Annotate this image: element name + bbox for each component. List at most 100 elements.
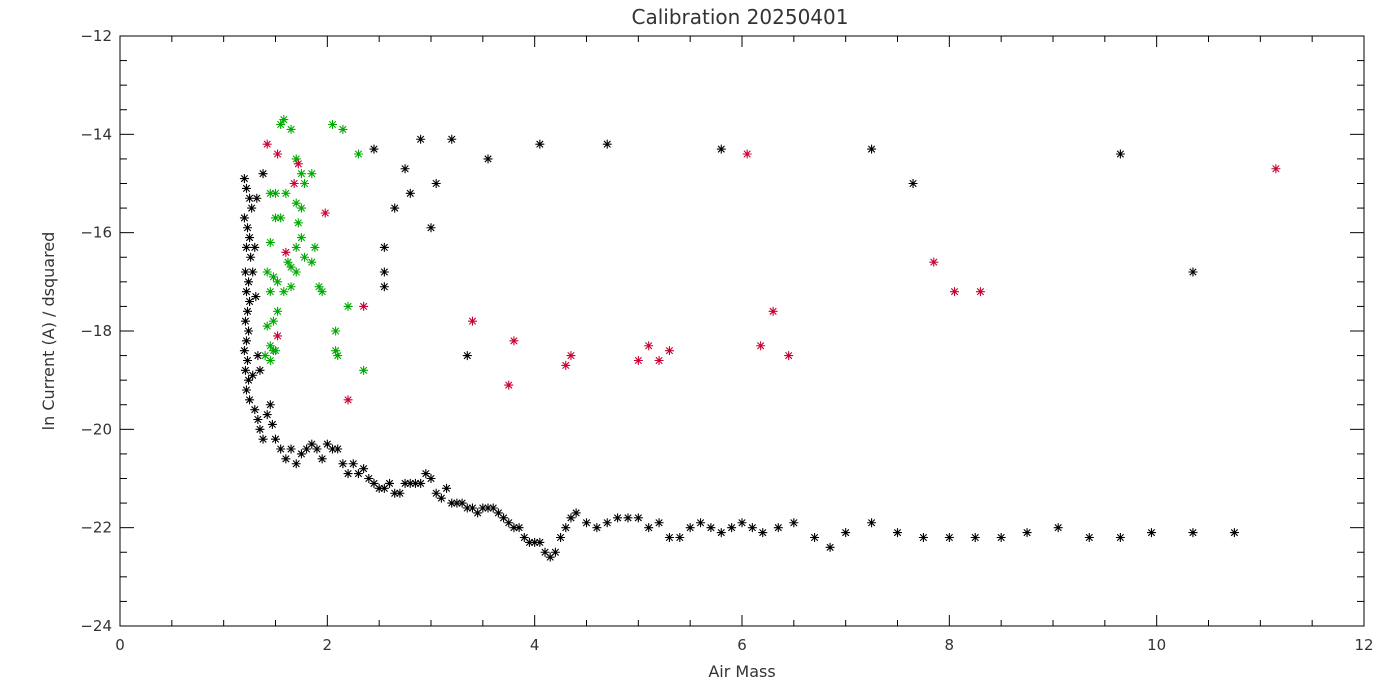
data-point-series-0: [582, 518, 591, 528]
data-point-series-0: [514, 523, 524, 533]
y-tick-label: −22: [80, 519, 112, 537]
y-tick-label: −16: [80, 224, 112, 242]
data-point-series-1: [276, 120, 286, 129]
data-point-series-0: [255, 365, 265, 375]
data-point-series-2: [633, 356, 643, 365]
data-point-series-1: [291, 154, 301, 164]
data-point-series-1: [296, 169, 306, 179]
data-point-series-0: [241, 242, 251, 252]
x-tick-label: 0: [115, 636, 125, 654]
data-point-series-0: [462, 351, 472, 361]
data-point-series-0: [296, 449, 306, 459]
data-point-series-1: [307, 257, 317, 267]
data-point-series-0: [566, 513, 576, 523]
data-point-series-0: [535, 537, 545, 547]
data-point-series-0: [426, 223, 436, 233]
data-point-series-0: [452, 498, 462, 508]
plot-frame: [119, 35, 1365, 627]
data-point-series-1: [265, 341, 275, 351]
y-tick-label: −14: [80, 125, 112, 143]
data-point-series-0: [400, 478, 410, 488]
data-point-series-0: [416, 134, 426, 144]
data-point-series-0: [241, 287, 251, 297]
data-point-series-0: [369, 478, 379, 488]
data-point-series-0: [545, 552, 555, 562]
data-point-series-0: [825, 542, 835, 552]
data-point-series-0: [519, 533, 529, 542]
data-point-series-0: [405, 478, 415, 488]
data-point-series-2: [293, 159, 303, 169]
data-point-series-0: [333, 444, 343, 454]
data-point-series-1: [279, 287, 289, 297]
data-point-series-0: [328, 444, 338, 454]
data-point-series-2: [756, 341, 766, 351]
data-point-series-0: [893, 528, 902, 538]
data-point-series-0: [390, 488, 400, 498]
data-point-series-0: [253, 415, 263, 424]
data-point-series-0: [1188, 267, 1198, 277]
data-point-series-0: [789, 518, 799, 528]
data-point-series-0: [970, 533, 980, 542]
data-point-series-0: [473, 508, 483, 518]
data-point-series-0: [244, 326, 254, 336]
data-point-series-0: [385, 478, 395, 488]
data-point-series-0: [364, 474, 374, 483]
data-point-series-0: [250, 242, 260, 252]
data-point-series-0: [488, 503, 498, 513]
data-point-series-2: [950, 287, 960, 297]
data-point-series-0: [462, 503, 472, 513]
data-point-series-1: [286, 262, 296, 272]
data-point-series-1: [281, 188, 291, 198]
data-point-series-2: [289, 179, 299, 188]
data-point-series-2: [975, 287, 985, 297]
axis-ticks: [119, 35, 1365, 627]
data-point-series-0: [556, 533, 566, 542]
data-point-series-0: [239, 346, 249, 356]
data-point-series-0: [248, 370, 258, 380]
data-point-series-0: [633, 513, 643, 523]
data-point-series-0: [810, 533, 820, 542]
data-point-series-0: [524, 537, 534, 547]
data-point-series-0: [426, 474, 436, 483]
data-point-series-0: [258, 169, 268, 179]
data-point-series-0: [359, 464, 369, 474]
data-point-series-0: [483, 154, 493, 164]
data-point-series-0: [540, 547, 550, 557]
data-point-series-1: [291, 267, 301, 277]
data-point-series-0: [613, 513, 623, 523]
data-point-series-2: [281, 247, 291, 257]
data-point-series-0: [675, 533, 685, 542]
data-point-series-1: [268, 316, 278, 326]
data-point-series-0: [317, 454, 327, 464]
data-points: [239, 115, 1281, 562]
data-point-series-0: [286, 444, 296, 454]
data-point-series-1: [333, 351, 343, 361]
data-point-series-1: [317, 287, 327, 297]
data-point-series-2: [566, 351, 576, 361]
data-point-series-0: [431, 179, 441, 188]
data-point-series-1: [296, 233, 306, 243]
data-point-series-1: [265, 287, 275, 297]
data-point-series-0: [447, 134, 457, 144]
data-point-series-0: [255, 424, 265, 434]
data-point-series-1: [307, 169, 317, 179]
data-point-series-2: [509, 336, 519, 346]
data-point-series-2: [784, 351, 794, 361]
data-point-series-0: [841, 528, 851, 538]
data-point-series-1: [291, 198, 301, 208]
data-point-series-0: [353, 469, 363, 479]
data-point-series-0: [737, 518, 747, 528]
data-point-series-0: [867, 518, 877, 528]
data-point-series-0: [1146, 528, 1156, 538]
data-point-series-0: [307, 439, 317, 449]
data-point-series-1: [273, 306, 283, 316]
data-point-series-0: [561, 523, 571, 533]
data-point-series-2: [644, 341, 654, 351]
data-point-series-0: [379, 282, 389, 292]
data-point-series-0: [241, 183, 251, 193]
data-point-series-2: [343, 395, 353, 405]
data-point-series-1: [343, 301, 353, 311]
data-point-series-0: [379, 242, 389, 252]
data-point-series-0: [478, 503, 488, 513]
